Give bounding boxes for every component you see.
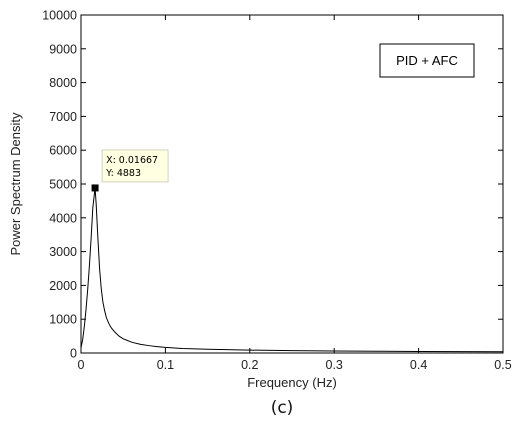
x-axis-label: Frequency (Hz) [247, 375, 337, 390]
y-tick-label: 9000 [49, 42, 77, 56]
legend-label: PID + AFC [396, 53, 458, 68]
y-tick-label: 4000 [49, 211, 77, 225]
legend-box [379, 43, 475, 78]
datatip-box [101, 149, 169, 183]
y-tick-label: 6000 [49, 144, 77, 158]
axis-ticks: 0 0.1 0.2 0.3 0.4 0.5 0 1000 2000 3000 4000 5000 600… [42, 9, 511, 373]
y-tick-label: 0 [70, 347, 77, 361]
y-tick-label: 5000 [49, 178, 77, 192]
psd-line [80, 187, 504, 353]
y-tick-label: 2000 [49, 279, 77, 293]
datatip-x-text: X: 0.01667 [106, 155, 158, 166]
x-tick-label: 0.3 [326, 358, 343, 372]
series-group [80, 187, 504, 353]
y-tick-label: 7000 [49, 110, 77, 124]
y-tick-label: 10000 [42, 9, 77, 23]
x-tick-label: 0.2 [241, 358, 258, 372]
datatip[interactable]: X: 0.01667 Y: 4883 [91, 149, 169, 192]
x-tick-label: 0.5 [494, 358, 511, 372]
y-tick-label: 3000 [49, 245, 77, 259]
y-tick-label: 1000 [49, 313, 77, 327]
datatip-marker[interactable] [91, 184, 99, 192]
figure-caption: (c) [271, 398, 294, 418]
x-tick-label: 0.1 [157, 358, 174, 372]
x-tick-label: 0 [78, 358, 85, 372]
legend: PID + AFC [379, 43, 475, 78]
datatip-y-text: Y: 4883 [105, 168, 141, 179]
y-tick-label: 8000 [49, 76, 77, 90]
y-axis-label: Power Spectrum Density [8, 112, 23, 256]
x-tick-label: 0.4 [410, 358, 427, 372]
